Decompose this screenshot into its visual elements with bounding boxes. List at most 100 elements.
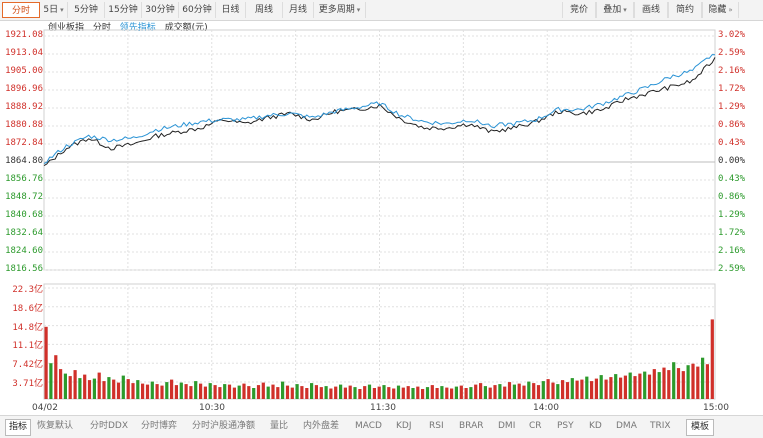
- index-name: 创业板指: [48, 23, 85, 33]
- volume-bar: [483, 386, 487, 399]
- volume-bar: [464, 388, 468, 399]
- toolbar-right-button-1[interactable]: 叠加 ▾: [596, 2, 634, 18]
- period-tab-label: 月线: [288, 5, 307, 15]
- double-chevron-right-icon: »: [728, 6, 733, 14]
- percent-axis-label: 0.00%: [718, 156, 746, 166]
- period-tab-6[interactable]: 日线: [216, 2, 246, 18]
- volume-bar: [203, 386, 207, 399]
- price-axis-label: 1824.60: [5, 246, 43, 256]
- indicator-tab-7[interactable]: MACD: [355, 421, 382, 431]
- volume-bar: [92, 378, 96, 399]
- volume-bar: [585, 376, 589, 399]
- indicator-tab-9[interactable]: RSI: [429, 421, 444, 431]
- indicator-tab-8[interactable]: KDJ: [396, 421, 412, 431]
- volume-bar: [343, 387, 347, 399]
- volume-bar: [536, 385, 541, 399]
- volume-bar: [266, 386, 270, 399]
- volume-bar: [493, 385, 497, 399]
- period-tab-2[interactable]: 5分钟: [68, 2, 105, 18]
- volume-bar: [126, 379, 130, 399]
- indicator-tab-6[interactable]: 内外盘差: [303, 421, 340, 431]
- volume-bar: [594, 378, 598, 399]
- volume-bar: [290, 387, 294, 399]
- indicator-tab-14[interactable]: KD: [589, 421, 602, 431]
- volume-bar: [652, 369, 656, 399]
- indicator-tab-4[interactable]: 分时沪股通净额: [192, 421, 256, 431]
- toolbar-right-button-4[interactable]: 隐藏»: [702, 2, 739, 18]
- volume-bar: [522, 385, 526, 399]
- volume-bar: [314, 385, 318, 399]
- indicator-tab-16[interactable]: TRIX: [650, 421, 671, 431]
- volume-bar: [392, 388, 396, 399]
- indicator-tab-10[interactable]: BRAR: [459, 421, 484, 431]
- volume-bar: [401, 387, 405, 399]
- volume-axis-label: 11.1亿: [12, 341, 43, 352]
- indicator-tab-1[interactable]: 恢复默认: [37, 421, 74, 431]
- price-axis-label: 1872.84: [5, 138, 43, 148]
- template-button[interactable]: 模板: [686, 419, 715, 436]
- volume-bar: [78, 378, 82, 399]
- volume-axis-label: 22.3亿: [12, 285, 43, 295]
- period-tab-7[interactable]: 周线: [246, 2, 283, 18]
- toolbar-right-button-2[interactable]: 画线: [634, 2, 668, 18]
- indicator-tab-5[interactable]: 量比: [270, 421, 289, 431]
- volume-bar: [396, 385, 401, 399]
- volume-bar: [208, 383, 212, 399]
- volume-bar: [488, 387, 492, 399]
- volume-bar: [696, 366, 700, 399]
- volume-bar: [440, 386, 444, 399]
- percent-axis-label: 1.29%: [718, 210, 746, 220]
- volume-bar: [353, 387, 357, 399]
- toolbar-right-label: 画线: [641, 5, 660, 15]
- volume-bar: [590, 381, 594, 399]
- volume-bar: [256, 385, 261, 399]
- indicator-tab-12[interactable]: CR: [529, 421, 542, 431]
- toolbar-right-label: 叠加: [603, 5, 622, 15]
- period-tab-label: 60分钟: [182, 5, 212, 15]
- period-tab-9[interactable]: 更多周期 ▾: [314, 2, 366, 18]
- volume-bar: [628, 372, 632, 399]
- toolbar-right-button-0[interactable]: 竞价: [562, 2, 596, 18]
- period-tab-1[interactable]: 5日 ▾: [40, 2, 68, 18]
- period-tab-4[interactable]: 30分钟: [142, 2, 179, 18]
- volume-bar: [517, 383, 521, 399]
- volume-bar: [358, 389, 362, 399]
- price-axis-label: 1880.88: [5, 120, 43, 130]
- volume-bar: [68, 376, 72, 399]
- volume-bar: [580, 379, 584, 399]
- indicator-tab-2[interactable]: 分时DDX: [90, 421, 129, 431]
- volume-bar: [527, 381, 531, 399]
- toolbar-right-button-3[interactable]: 简约: [668, 2, 702, 18]
- volume-bar: [242, 383, 246, 399]
- volume-bar: [425, 387, 430, 399]
- indicator-tab-13[interactable]: PSY: [557, 421, 574, 431]
- volume-bar: [324, 386, 328, 399]
- volume-bar: [141, 383, 145, 399]
- volume-bar: [406, 386, 410, 399]
- price-axis-label: 1832.64: [5, 228, 43, 238]
- volume-bar: [450, 388, 454, 399]
- indicator-tab-15[interactable]: DMA: [616, 421, 637, 431]
- volume-bar: [44, 326, 48, 399]
- volume-bar: [87, 380, 92, 399]
- period-tab-0[interactable]: 分时: [2, 2, 40, 18]
- volume-bar: [150, 381, 154, 399]
- volume-bar: [541, 381, 545, 399]
- indicator-tab-0[interactable]: 指标: [5, 419, 32, 436]
- volume-bar: [339, 384, 343, 399]
- volume-bar: [97, 372, 101, 399]
- volume-bar: [705, 364, 709, 399]
- volume-bar: [54, 355, 58, 399]
- period-tab-5[interactable]: 60分钟: [179, 2, 216, 18]
- volume-bar: [334, 386, 338, 399]
- indicator-tab-11[interactable]: DMI: [498, 421, 516, 431]
- series-line-price: [43, 57, 716, 167]
- percent-axis-label: 2.59%: [718, 264, 746, 274]
- period-tab-8[interactable]: 月线: [283, 2, 314, 18]
- indicator-tab-3[interactable]: 分时博弈: [141, 421, 178, 431]
- volume-bar: [662, 367, 666, 399]
- price-axis-label: 1896.96: [5, 84, 43, 94]
- period-tab-3[interactable]: 15分钟: [105, 2, 142, 18]
- volume-bar: [619, 377, 623, 399]
